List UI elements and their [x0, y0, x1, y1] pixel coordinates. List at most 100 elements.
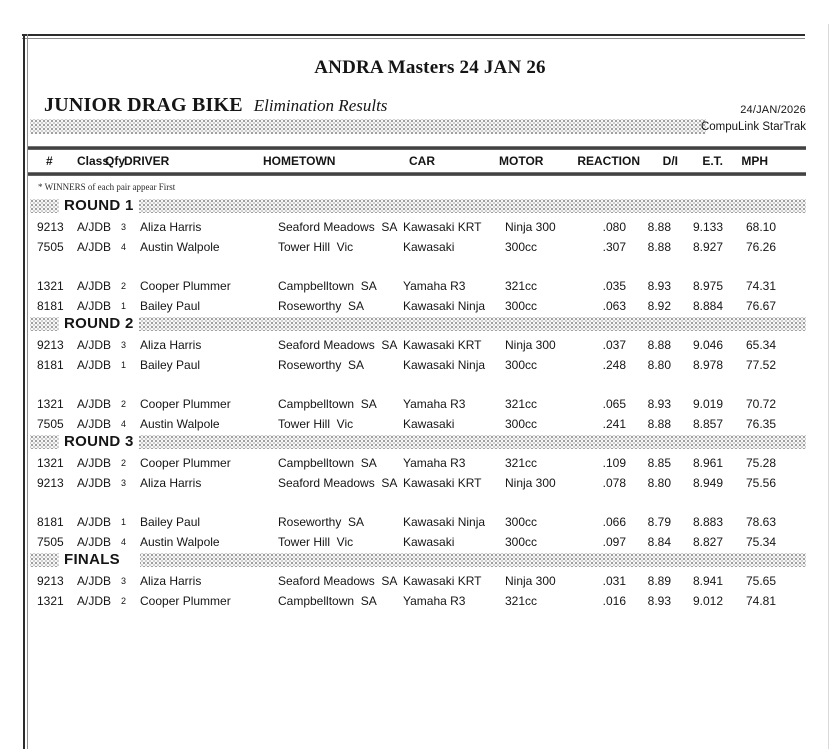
cell-driver: Cooper Plummer [140, 456, 231, 470]
cell-hometown: Campbelltown SA [278, 279, 377, 293]
cell-mph: 78.63 [745, 515, 776, 529]
result-row: 1321 A/JDB 2 Cooper Plummer Campbelltown SA Y… [33, 453, 806, 473]
cell-di: 8.88 [647, 220, 671, 234]
cell-num: 7505 [37, 240, 64, 254]
cell-mph: 75.65 [745, 574, 776, 588]
cell-et: 8.857 [692, 417, 723, 431]
cell-mph: 65.34 [745, 338, 776, 352]
cell-reaction: .109 [602, 456, 626, 470]
round-label: ROUND 1 [59, 198, 139, 213]
result-row: 7505 A/JDB 4 Austin Walpole Tower Hill Vic Ka… [33, 532, 806, 552]
cell-car: Kawasaki [403, 535, 455, 549]
cell-class: A/JDB [77, 240, 112, 254]
cell-hometown: Tower Hill Vic [278, 417, 354, 431]
cell-car: Yamaha R3 [403, 279, 466, 293]
cell-qfy: 2 [121, 458, 127, 468]
report-type: Elimination Results [253, 96, 388, 115]
cell-num: 1321 [37, 397, 64, 411]
cell-reaction: .031 [602, 574, 626, 588]
race-pair: 1321 A/JDB 2 Cooper Plummer Campbelltown SA Y… [30, 276, 806, 316]
cell-qfy: 4 [121, 537, 127, 547]
cell-num: 8181 [37, 358, 64, 372]
cell-num: 8181 [37, 515, 64, 529]
cell-car: Yamaha R3 [403, 397, 466, 411]
cell-car: Kawasaki KRT [403, 338, 482, 352]
cell-class: A/JDB [77, 574, 112, 588]
cell-car: Kawasaki [403, 240, 455, 254]
cell-car: Kawasaki KRT [403, 220, 482, 234]
cell-class: A/JDB [77, 220, 112, 234]
cell-num: 9213 [37, 220, 64, 234]
cell-reaction: .066 [602, 515, 626, 529]
cell-class: A/JDB [77, 515, 112, 529]
result-row: 1321 A/JDB 2 Cooper Plummer Campbelltown SA Y… [33, 591, 806, 611]
column-header-driver: DRIVER [124, 154, 170, 168]
column-header-et: E.T. [702, 154, 723, 168]
cell-qfy: 4 [121, 419, 127, 429]
cell-driver: Austin Walpole [140, 535, 220, 549]
cell-motor: Ninja 300 [505, 476, 556, 490]
cell-di: 8.88 [647, 417, 671, 431]
result-row: 9213 A/JDB 3 Aliza Harris Seaford Meadows SA… [33, 217, 806, 237]
cell-qfy: 1 [121, 360, 127, 370]
cell-hometown: Seaford Meadows SA [278, 338, 398, 352]
cell-class: A/JDB [77, 476, 112, 490]
result-row: 8181 A/JDB 1 Bailey Paul Roseworthy SA Kawasa… [33, 512, 806, 532]
cell-et: 8.883 [692, 515, 723, 529]
round-label: ROUND 2 [59, 316, 139, 331]
cell-et: 8.978 [692, 358, 723, 372]
scan-edge [828, 24, 829, 749]
cell-num: 9213 [37, 338, 64, 352]
cell-mph: 74.81 [745, 594, 776, 608]
cell-num: 9213 [37, 476, 64, 490]
cell-class: A/JDB [77, 417, 112, 431]
cell-hometown: Seaford Meadows SA [278, 574, 398, 588]
cell-motor: 300cc [505, 358, 538, 372]
cell-mph: 75.56 [745, 476, 776, 490]
cell-class: A/JDB [77, 535, 112, 549]
cell-driver: Aliza Harris [140, 220, 202, 234]
rounds-container: ROUND 1 9213 A/JDB 3 Aliza Harris Seaford Mea… [30, 198, 806, 611]
column-header-mph: MPH [741, 154, 768, 168]
cell-mph: 74.31 [745, 279, 776, 293]
report-date: 24/JAN/2026 [740, 104, 806, 116]
cell-di: 8.88 [647, 240, 671, 254]
cell-motor: Ninja 300 [505, 338, 556, 352]
cell-mph: 76.35 [745, 417, 776, 431]
cell-mph: 70.72 [745, 397, 776, 411]
column-header-hometown: HOMETOWN [263, 154, 336, 168]
cell-et: 8.884 [692, 299, 723, 313]
cell-di: 8.80 [647, 358, 671, 372]
cell-et: 8.949 [692, 476, 723, 490]
header-dotted-band [30, 119, 706, 134]
cell-driver: Bailey Paul [140, 358, 201, 372]
round-band: ROUND 2 [30, 316, 806, 331]
cell-et: 9.133 [692, 220, 723, 234]
cell-qfy: 2 [121, 281, 127, 291]
cell-motor: Ninja 300 [505, 574, 556, 588]
cell-reaction: .241 [602, 417, 626, 431]
cell-motor: 300cc [505, 535, 538, 549]
cell-reaction: .080 [602, 220, 626, 234]
round-section: ROUND 1 9213 A/JDB 3 Aliza Harris Seaford Mea… [30, 198, 806, 316]
cell-hometown: Roseworthy SA [278, 299, 365, 313]
cell-motor: 300cc [505, 515, 538, 529]
round-band: ROUND 1 [30, 198, 806, 213]
cell-motor: 321cc [505, 594, 538, 608]
column-header-reaction: REACTION [577, 154, 640, 168]
cell-car: Kawasaki KRT [403, 574, 482, 588]
cell-et: 8.941 [692, 574, 723, 588]
cell-qfy: 3 [121, 478, 127, 488]
result-row: 7505 A/JDB 4 Austin Walpole Tower Hill Vic Ka… [33, 237, 806, 257]
cell-driver: Aliza Harris [140, 338, 202, 352]
cell-driver: Cooper Plummer [140, 397, 231, 411]
race-pair: 9213 A/JDB 3 Aliza Harris Seaford Meadows SA… [30, 571, 806, 611]
timing-system-label: CompuLink StarTrak [700, 121, 806, 133]
round-section: ROUND 3 1321 A/JDB 2 Cooper Plummer Campbellt… [30, 434, 806, 552]
column-header-qfy: Qfy [105, 154, 126, 168]
cell-num: 8181 [37, 299, 64, 313]
cell-et: 9.046 [692, 338, 723, 352]
cell-driver: Cooper Plummer [140, 279, 231, 293]
result-row: 7505 A/JDB 4 Austin Walpole Tower Hill Vic Ka… [33, 414, 806, 434]
cell-mph: 77.52 [745, 358, 776, 372]
